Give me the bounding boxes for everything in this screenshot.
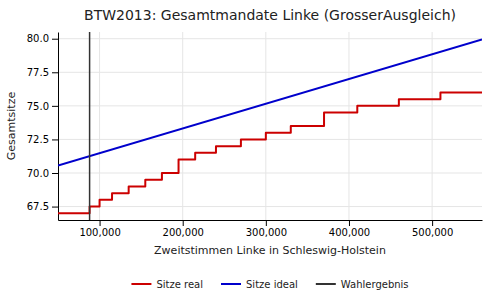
x-tick-label: 100,000 — [79, 227, 120, 238]
y-tick: 67.5 — [27, 201, 58, 212]
grid-line-x — [182, 32, 183, 220]
title: BTW2013: Gesamtmandate Linke (GrosserAus… — [84, 7, 456, 23]
legend-swatch — [221, 283, 241, 285]
y-axis-line — [58, 33, 59, 221]
x-tick: 500,000 — [412, 220, 453, 238]
y-axis: 67.5 70.0 72.5 75.0 77.5 80.0 — [27, 33, 59, 221]
y-tick-label: 77.5 — [27, 67, 49, 78]
legend-label: Wahlergebnis — [341, 279, 409, 290]
y-tick-mark — [52, 139, 58, 140]
y-tick-mark — [52, 207, 58, 208]
x-tick: 300,000 — [246, 220, 287, 238]
y-tick: 70.0 — [27, 168, 58, 179]
chart: 100,000 200,000 300,000 400,000 500,000 67.5 7… — [0, 0, 500, 300]
x-tick-label: 300,000 — [246, 227, 287, 238]
x-tick: 200,000 — [163, 220, 204, 238]
grid-line-y — [58, 105, 482, 106]
y-tick-mark — [52, 106, 58, 107]
y-tick-label: 67.5 — [27, 201, 49, 212]
grid-line-y — [58, 206, 482, 207]
series-line — [58, 92, 482, 213]
x-tick-label: 500,000 — [412, 227, 453, 238]
legend-item: Wahlergebnis — [316, 279, 409, 290]
y-tick-mark — [52, 39, 58, 40]
grid-line-y — [58, 173, 482, 174]
x-tick-mark — [183, 220, 184, 226]
y-tick-mark — [52, 72, 58, 73]
vertical-line — [89, 32, 91, 220]
x-axis-line — [59, 220, 483, 221]
y-tick: 77.5 — [27, 67, 58, 78]
grid-line-x — [265, 32, 266, 220]
x-tick-mark — [432, 220, 433, 226]
y-tick-label: 70.0 — [27, 168, 49, 179]
x-tick: 100,000 — [79, 220, 120, 238]
grid-line-y — [58, 139, 482, 140]
legend-label: Sitze ideal — [246, 279, 298, 290]
x-tick-label: 400,000 — [329, 227, 370, 238]
x-tick-mark — [266, 220, 267, 226]
legend-item: Sitze ideal — [221, 279, 298, 290]
y-tick: 72.5 — [27, 134, 58, 145]
plot-area: 100,000 200,000 300,000 400,000 500,000 67.5 7… — [27, 32, 483, 238]
x-axis: 100,000 200,000 300,000 400,000 500,000 — [59, 220, 483, 238]
grid-line-y — [58, 72, 482, 73]
legend-swatch — [131, 283, 151, 285]
grid-line-x — [432, 32, 433, 220]
y-tick-mark — [52, 173, 58, 174]
y-tick-label: 75.0 — [27, 101, 49, 112]
legend-label: Sitze real — [156, 279, 203, 290]
grid — [58, 32, 482, 220]
series-line — [58, 39, 482, 165]
y-tick: 75.0 — [27, 101, 58, 112]
x-tick: 400,000 — [329, 220, 370, 238]
x-tick-label: 200,000 — [163, 227, 204, 238]
x-tick-mark — [100, 220, 101, 226]
y-axis-title: Gesamtsitze — [5, 92, 18, 161]
grid-line-x — [348, 32, 349, 220]
x-axis-title: Zweitstimmen Linke in Schleswig-Holstein — [154, 244, 386, 257]
legend: Sitze real Sitze ideal Wahlergebnis — [131, 279, 408, 290]
grid-line-y — [58, 38, 482, 39]
x-tick-mark — [349, 220, 350, 226]
legend-swatch — [316, 283, 336, 285]
grid-line-x — [99, 32, 100, 220]
y-tick-label: 80.0 — [27, 33, 49, 44]
y-tick: 80.0 — [27, 33, 58, 44]
legend-item: Sitze real — [131, 279, 203, 290]
series-group — [58, 32, 482, 220]
y-tick-label: 72.5 — [27, 134, 49, 145]
